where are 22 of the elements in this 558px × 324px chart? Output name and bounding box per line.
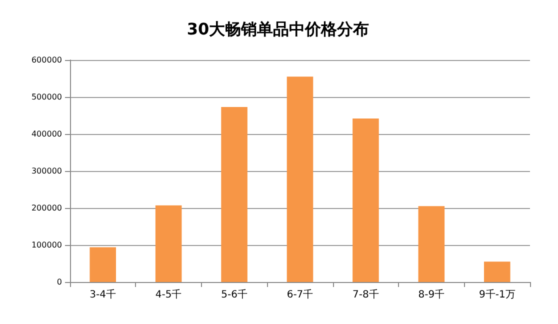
bar	[221, 106, 248, 282]
x-tick-label: 9千-1万	[478, 288, 516, 300]
bar	[90, 247, 116, 282]
x-tick-label: 6-7千	[286, 288, 314, 300]
y-tick-label: 100000	[31, 240, 62, 250]
y-tick-label: 600000	[31, 56, 62, 64]
bar	[418, 206, 445, 282]
bar	[352, 118, 379, 282]
x-tick-label: 7-8千	[352, 288, 379, 300]
bar	[286, 76, 314, 282]
chart-title: 30大畅销单品中价格分布	[186, 20, 370, 38]
x-tick-label: 5-6千	[221, 288, 248, 300]
y-tick-label: 0	[56, 278, 62, 286]
y-tick-label: 500000	[31, 92, 62, 102]
bar	[484, 262, 510, 282]
bar	[155, 205, 182, 282]
y-tick-label: 200000	[31, 204, 62, 212]
x-tick-label: 3-4千	[90, 288, 116, 300]
y-tick-label: 400000	[31, 130, 62, 138]
x-tick-label: 4-5千	[155, 288, 182, 300]
y-tick-label: 300000	[31, 166, 62, 176]
x-tick-label: 8-9千	[418, 288, 445, 300]
